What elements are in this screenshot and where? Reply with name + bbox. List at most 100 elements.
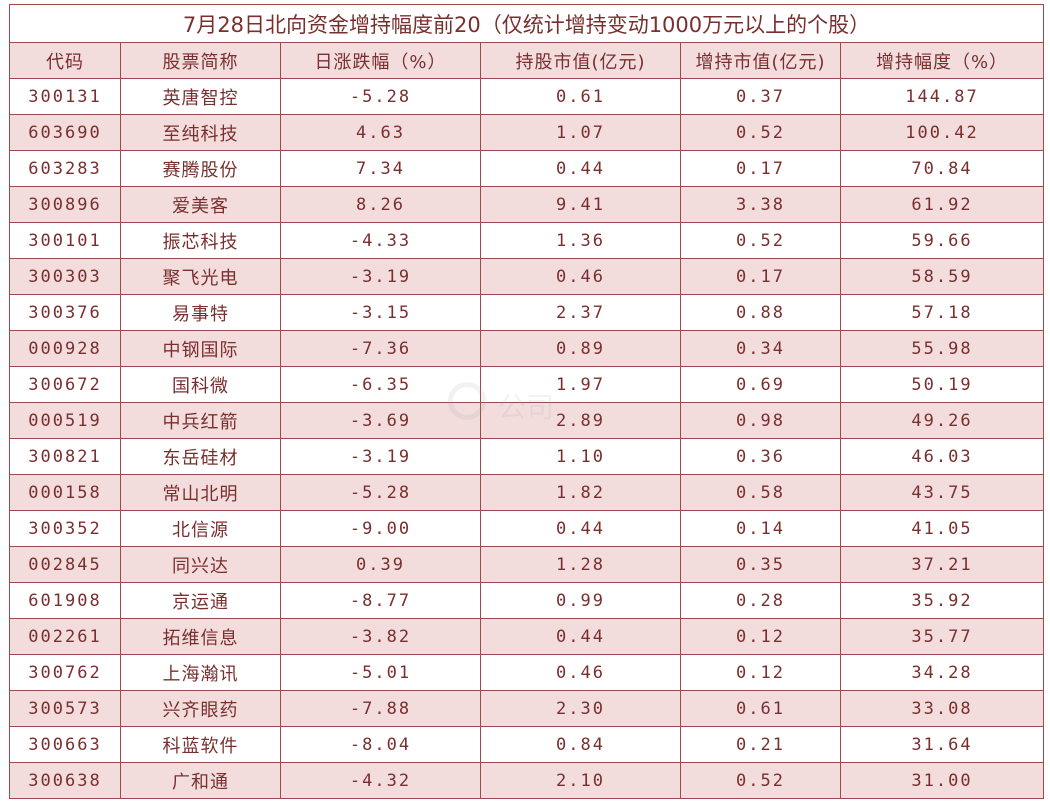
cell-increase-ratio: 41.05 [839, 510, 1045, 547]
cell-code: 300352 [9, 510, 121, 547]
table-row: 300821 东岳硅材 -3.19 1.10 0.36 46.03 [9, 438, 1045, 475]
cell-code: 603690 [9, 114, 121, 151]
cell-increase-value: 0.14 [680, 510, 841, 547]
cell-code: 002261 [9, 618, 121, 655]
cell-increase-value: 0.98 [680, 402, 841, 439]
table-row: 002845 同兴达 0.39 1.28 0.35 37.21 [9, 546, 1045, 583]
cell-increase-value: 0.34 [680, 330, 841, 367]
cell-increase-value: 0.52 [680, 222, 841, 259]
cell-holding-value: 0.46 [480, 258, 681, 295]
cell-holding-value: 1.07 [480, 114, 681, 151]
cell-code: 300762 [9, 654, 121, 691]
cell-daily-change: -3.15 [280, 294, 481, 331]
cell-name: 国科微 [120, 366, 281, 403]
table-row: 300573 兴齐眼药 -7.88 2.30 0.61 33.08 [9, 690, 1045, 727]
cell-increase-ratio: 61.92 [839, 186, 1045, 223]
cell-increase-value: 3.38 [680, 186, 841, 223]
cell-code: 300101 [9, 222, 121, 259]
cell-holding-value: 0.89 [480, 330, 681, 367]
table-row: 000519 中兵红箭 -3.69 2.89 0.98 49.26 [9, 402, 1045, 439]
cell-name: 中兵红箭 [120, 402, 281, 439]
cell-daily-change: -5.01 [280, 654, 481, 691]
table-row: 601908 京运通 -8.77 0.99 0.28 35.92 [9, 582, 1045, 619]
cell-holding-value: 0.99 [480, 582, 681, 619]
table-title: 7月28日北向资金增持幅度前20（仅统计增持变动1000万元以上的个股） [8, 4, 1045, 43]
cell-name: 广和通 [120, 762, 281, 799]
holdings-table-container: 7月28日北向资金增持幅度前20（仅统计增持变动1000万元以上的个股） 代码 … [8, 4, 1045, 799]
cell-holding-value: 9.41 [480, 186, 681, 223]
table-row: 300131 英唐智控 -5.28 0.61 0.37 144.87 [9, 78, 1045, 115]
cell-increase-value: 0.17 [680, 150, 841, 187]
cell-daily-change: -8.77 [280, 582, 481, 619]
cell-code: 300376 [9, 294, 121, 331]
cell-holding-value: 1.28 [480, 546, 681, 583]
cell-name: 易事特 [120, 294, 281, 331]
cell-increase-value: 0.61 [680, 690, 841, 727]
cell-daily-change: -4.33 [280, 222, 481, 259]
cell-increase-ratio: 31.00 [839, 762, 1045, 799]
cell-daily-change: -4.32 [280, 762, 481, 799]
cell-daily-change: -7.36 [280, 330, 481, 367]
cell-code: 300672 [9, 366, 121, 403]
header-code: 代码 [9, 42, 121, 79]
cell-holding-value: 2.89 [480, 402, 681, 439]
table-row: 300352 北信源 -9.00 0.44 0.14 41.05 [9, 510, 1045, 547]
header-increase-value: 增持市值(亿元) [680, 42, 841, 79]
cell-name: 上海瀚讯 [120, 654, 281, 691]
cell-name: 常山北明 [120, 474, 281, 511]
cell-name: 科蓝软件 [120, 726, 281, 763]
table-row: 603283 赛腾股份 7.34 0.44 0.17 70.84 [9, 150, 1045, 187]
cell-name: 聚飞光电 [120, 258, 281, 295]
cell-increase-ratio: 46.03 [839, 438, 1045, 475]
cell-daily-change: -5.28 [280, 474, 481, 511]
cell-increase-ratio: 37.21 [839, 546, 1045, 583]
cell-increase-value: 0.52 [680, 762, 841, 799]
table-title-row: 7月28日北向资金增持幅度前20（仅统计增持变动1000万元以上的个股） [8, 4, 1045, 43]
cell-daily-change: -5.28 [280, 78, 481, 115]
cell-daily-change: -3.19 [280, 258, 481, 295]
holdings-table: 7月28日北向资金增持幅度前20（仅统计增持变动1000万元以上的个股） 代码 … [8, 4, 1045, 799]
cell-increase-value: 0.52 [680, 114, 841, 151]
cell-increase-value: 0.28 [680, 582, 841, 619]
cell-increase-ratio: 31.64 [839, 726, 1045, 763]
cell-increase-value: 0.58 [680, 474, 841, 511]
cell-name: 至纯科技 [120, 114, 281, 151]
table-row: 300663 科蓝软件 -8.04 0.84 0.21 31.64 [9, 726, 1045, 763]
header-increase-ratio: 增持幅度（%） [839, 42, 1045, 79]
cell-increase-value: 0.17 [680, 258, 841, 295]
cell-increase-ratio: 57.18 [839, 294, 1045, 331]
cell-holding-value: 1.97 [480, 366, 681, 403]
cell-daily-change: -7.88 [280, 690, 481, 727]
cell-holding-value: 0.44 [480, 618, 681, 655]
cell-increase-value: 0.36 [680, 438, 841, 475]
table-row: 300376 易事特 -3.15 2.37 0.88 57.18 [9, 294, 1045, 331]
table-row: 300672 国科微 -6.35 1.97 0.69 50.19 [9, 366, 1045, 403]
cell-code: 300303 [9, 258, 121, 295]
table-row: 000928 中钢国际 -7.36 0.89 0.34 55.98 [9, 330, 1045, 367]
cell-holding-value: 0.46 [480, 654, 681, 691]
table-row: 000158 常山北明 -5.28 1.82 0.58 43.75 [9, 474, 1045, 511]
cell-name: 同兴达 [120, 546, 281, 583]
cell-increase-value: 0.69 [680, 366, 841, 403]
cell-increase-ratio: 70.84 [839, 150, 1045, 187]
cell-name: 京运通 [120, 582, 281, 619]
cell-daily-change: 8.26 [280, 186, 481, 223]
table-row: 300101 振芯科技 -4.33 1.36 0.52 59.66 [9, 222, 1045, 259]
cell-code: 000519 [9, 402, 121, 439]
cell-code: 002845 [9, 546, 121, 583]
cell-increase-ratio: 34.28 [839, 654, 1045, 691]
cell-increase-ratio: 59.66 [839, 222, 1045, 259]
cell-increase-value: 0.12 [680, 618, 841, 655]
table-row: 603690 至纯科技 4.63 1.07 0.52 100.42 [9, 114, 1045, 151]
header-holding-value: 持股市值(亿元) [480, 42, 681, 79]
cell-holding-value: 1.82 [480, 474, 681, 511]
cell-code: 300663 [9, 726, 121, 763]
cell-increase-ratio: 58.59 [839, 258, 1045, 295]
cell-increase-value: 0.21 [680, 726, 841, 763]
cell-holding-value: 2.10 [480, 762, 681, 799]
cell-daily-change: 7.34 [280, 150, 481, 187]
table-header-row: 代码 股票简称 日涨跌幅（%） 持股市值(亿元) 增持市值(亿元) 增持幅度（%… [9, 42, 1045, 79]
cell-holding-value: 2.30 [480, 690, 681, 727]
cell-daily-change: 4.63 [280, 114, 481, 151]
cell-daily-change: -8.04 [280, 726, 481, 763]
